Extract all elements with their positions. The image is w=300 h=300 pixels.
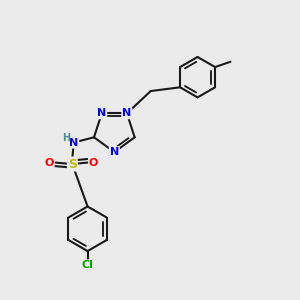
Text: Cl: Cl [82,260,94,270]
Text: N: N [69,138,78,148]
Text: N: N [110,147,119,157]
Text: N: N [122,108,131,118]
Text: H: H [62,134,70,143]
Text: N: N [97,108,106,118]
Text: O: O [89,158,98,168]
Text: S: S [68,158,77,170]
Text: O: O [44,158,54,168]
